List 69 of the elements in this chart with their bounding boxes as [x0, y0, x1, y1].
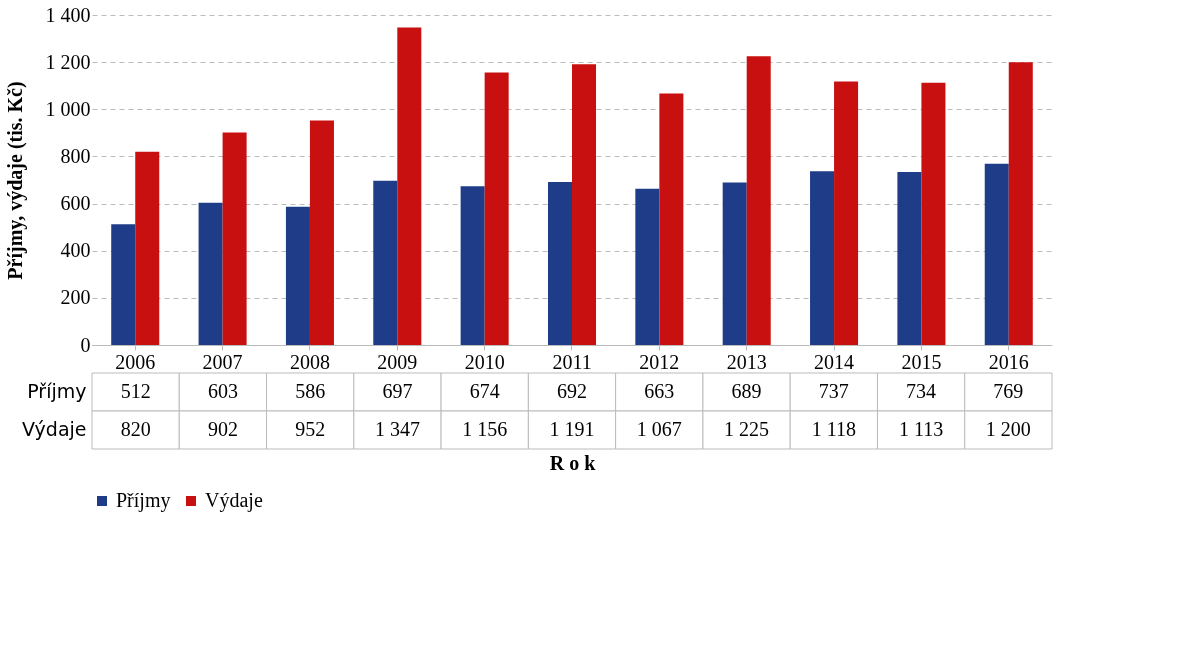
data-label: 692 — [557, 380, 587, 402]
y-tick-label: 1 400 — [45, 3, 91, 26]
bar — [897, 171, 922, 345]
x-tick-label: 2009 — [377, 350, 418, 373]
y-tick-label: 200 — [60, 286, 91, 309]
x-tick-label: 2014 — [814, 350, 855, 373]
bar — [1008, 62, 1033, 345]
data-label: 663 — [644, 380, 675, 402]
data-label: 734 — [906, 380, 937, 402]
bar — [659, 93, 684, 345]
data-label: 586 — [295, 380, 326, 402]
x-tick-label: 2011 — [552, 350, 592, 373]
y-tick-label: 1 200 — [45, 50, 91, 73]
text: Výdaje — [22, 418, 87, 440]
data-label: 952 — [295, 418, 326, 440]
bar — [984, 163, 1009, 345]
bar — [373, 180, 398, 345]
data-label: 1 347 — [374, 418, 420, 440]
x-tick-label: 2013 — [726, 350, 767, 373]
bar — [222, 132, 247, 345]
bar — [111, 224, 136, 345]
bar — [547, 181, 572, 345]
x-tick-label: 2008 — [289, 350, 330, 373]
data-label: 902 — [207, 418, 238, 440]
y-tick-label: 0 — [80, 333, 91, 356]
data-label: 1 191 — [549, 418, 595, 440]
bar — [135, 151, 160, 345]
bar — [572, 64, 597, 345]
bar — [635, 188, 660, 345]
bar — [810, 171, 835, 345]
legend-label: Výdaje — [205, 489, 263, 512]
bar — [722, 182, 747, 345]
y-tick-label: 800 — [60, 144, 91, 167]
bar — [198, 202, 223, 345]
bar — [285, 206, 310, 345]
x-axis-title: R o k — [549, 451, 597, 474]
data-label: 1 113 — [898, 418, 944, 440]
bar — [921, 82, 946, 345]
data-label: 512 — [120, 380, 151, 402]
data-label: 820 — [120, 418, 151, 440]
data-label: 769 — [993, 380, 1024, 402]
data-label: 1 118 — [811, 418, 856, 440]
bar — [460, 186, 485, 345]
x-tick-label: 2015 — [901, 350, 942, 373]
bar — [484, 72, 509, 345]
bar — [309, 120, 334, 345]
y-tick-label: 600 — [60, 192, 91, 215]
legend-label: Příjmy — [116, 489, 171, 512]
bar — [834, 81, 859, 345]
data-label: 674 — [469, 380, 500, 402]
data-label: 689 — [731, 380, 762, 402]
bar — [746, 56, 771, 345]
data-label: 1 067 — [636, 418, 682, 440]
x-tick-label: 2007 — [202, 350, 243, 373]
x-tick-label: 2012 — [639, 350, 680, 373]
data-label: 1 225 — [724, 418, 770, 440]
bar — [397, 27, 422, 345]
y-tick-label: 400 — [60, 239, 91, 262]
x-tick-label: 2016 — [988, 350, 1029, 373]
data-label: 737 — [818, 380, 849, 402]
data-label: 603 — [207, 380, 238, 402]
text: Příjmy — [27, 380, 87, 402]
y-tick-label: 1 000 — [45, 97, 91, 120]
x-tick-label: 2006 — [115, 350, 156, 373]
data-label: 697 — [382, 380, 413, 402]
y-axis-title: Příjmy, výdaje (tis. Kč) — [3, 81, 27, 280]
data-label: 1 156 — [462, 418, 508, 440]
data-label: 1 200 — [985, 418, 1031, 440]
x-tick-label: 2010 — [464, 350, 505, 373]
